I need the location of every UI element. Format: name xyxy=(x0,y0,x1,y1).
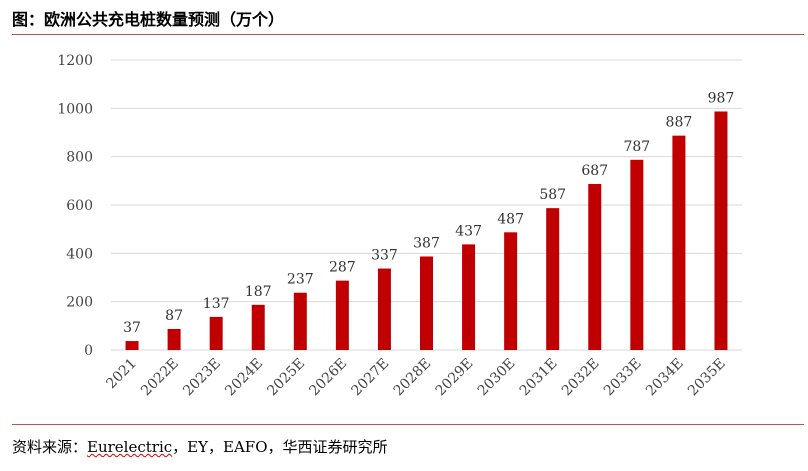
x-tick-label-2026E: 2026E xyxy=(306,356,350,400)
data-label-2028E: 387 xyxy=(413,235,440,251)
x-tick-label-2027E: 2027E xyxy=(349,356,393,400)
x-tick-label-2024E: 2024E xyxy=(222,356,266,400)
figure-title: 图：欧洲公共充电桩数量预测（万个） xyxy=(12,10,285,29)
title-divider xyxy=(12,34,804,35)
data-label-2030E: 487 xyxy=(497,211,524,227)
x-tick-label-2034E: 2034E xyxy=(643,356,687,400)
bar-2034E xyxy=(672,135,686,350)
bar-2032E xyxy=(588,183,602,350)
bar-2031E xyxy=(546,208,560,350)
x-tick-label-2029E: 2029E xyxy=(433,356,477,400)
y-tick-label-1200: 1200 xyxy=(57,53,93,69)
bar-2035E xyxy=(714,111,728,350)
data-label-2026E: 287 xyxy=(329,260,356,276)
data-label-2031E: 587 xyxy=(539,187,566,203)
data-label-2022E: 87 xyxy=(165,308,183,324)
bar-2029E xyxy=(462,244,476,350)
data-label-2035E: 987 xyxy=(708,90,735,106)
data-label-2021: 37 xyxy=(123,320,141,336)
x-tick-label-2023E: 2023E xyxy=(180,356,224,400)
data-label-2034E: 887 xyxy=(666,115,693,131)
data-label-2024E: 187 xyxy=(245,284,272,300)
x-tick-label-2032E: 2032E xyxy=(559,356,603,400)
bar-2026E xyxy=(335,280,349,350)
x-tick-label-2033E: 2033E xyxy=(601,356,645,400)
data-label-2027E: 337 xyxy=(371,248,398,264)
x-tick-label-2031E: 2031E xyxy=(517,356,561,400)
bar-chart: 0 200 400 600 800 1000 1200 37 2021 87 2022E 137 202… xyxy=(57,53,742,400)
y-tick-label-0: 0 xyxy=(84,343,93,359)
data-label-2032E: 687 xyxy=(581,163,608,179)
source-prefix: 资料来源： xyxy=(12,438,88,456)
y-tick-label-200: 200 xyxy=(66,295,93,311)
x-tick-label-2025E: 2025E xyxy=(264,356,308,400)
bar-2022E xyxy=(167,328,181,350)
y-tick-label-1000: 1000 xyxy=(57,101,93,117)
data-label-2025E: 237 xyxy=(287,272,314,288)
source-note: 资料来源：Eurelectric，EY，EAFO，华西证券研究所 xyxy=(12,436,388,457)
y-tick-label-600: 600 xyxy=(66,198,93,214)
source-eurelectric: Eurelectric xyxy=(87,438,173,456)
bar-2023E xyxy=(209,316,223,350)
x-tick-label-2030E: 2030E xyxy=(475,356,519,400)
bar-2028E xyxy=(420,256,433,350)
y-tick-label-800: 800 xyxy=(66,150,93,166)
x-tick-label-2022E: 2022E xyxy=(138,356,182,400)
x-tick-label-2021: 2021 xyxy=(103,356,140,393)
footer-divider xyxy=(12,424,804,425)
x-tick-label-2035E: 2035E xyxy=(685,356,729,400)
data-label-2029E: 437 xyxy=(455,223,482,239)
bar-2030E xyxy=(504,232,518,350)
bar-2025E xyxy=(293,292,307,350)
bar-2027E xyxy=(377,268,391,350)
source-rest: ，EY，EAFO，华西证券研究所 xyxy=(172,438,388,456)
y-tick-label-400: 400 xyxy=(66,246,93,262)
data-label-2033E: 787 xyxy=(623,139,650,155)
bar-2024E xyxy=(251,304,265,350)
bar-2021 xyxy=(125,341,139,350)
data-label-2023E: 137 xyxy=(203,296,230,312)
x-tick-label-2028E: 2028E xyxy=(391,356,435,400)
bar-2033E xyxy=(630,159,644,350)
